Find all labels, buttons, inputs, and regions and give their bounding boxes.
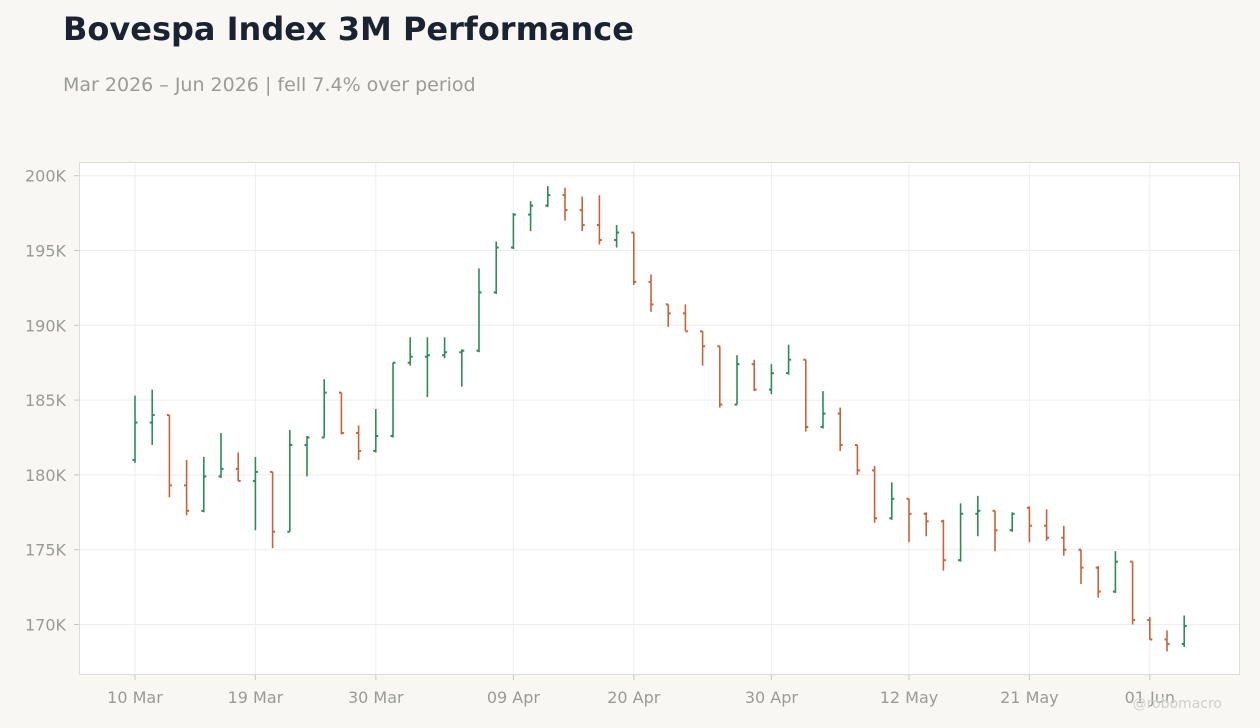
ohlc-bar [356,425,362,460]
y-tick-label: 170K [25,616,67,635]
ohlc-bar [252,456,258,531]
ohlc-bar [321,379,327,439]
ohlc-bar [235,452,241,482]
ohlc-bar [459,349,465,387]
grid-lines [80,163,1239,674]
ohlc-bar [184,459,190,516]
ohlc-bar [1181,615,1187,647]
ohlc-bar [442,337,448,359]
ohlc-bar [717,345,723,408]
x-tick-label: 21 May [1000,688,1059,707]
ohlc-bar [992,509,998,552]
ohlc-bar [820,391,826,429]
ohlc-bar [786,344,792,375]
ohlc-bar [166,414,172,498]
ohlc-bar [338,391,344,435]
ohlc-bar [407,337,413,366]
ohlc-bar [665,303,671,327]
ohlc-bar [562,187,568,221]
ohlc-bar [218,433,224,478]
ohlc-bar [528,201,534,232]
ohlc-bar [631,231,637,285]
ohlc-bar [872,465,878,523]
y-tick-label: 185K [25,391,67,410]
x-tick-label: 20 Apr [607,688,661,707]
watermark: @robomacro [1132,696,1222,712]
y-tick-label: 200K [25,167,67,186]
ohlc-bar [493,241,499,294]
x-axis: 10 Mar 19 Mar 30 Mar 09 Apr 20 Apr 30 Apr 12 M… [107,675,1175,707]
ohlc-bar [1164,630,1170,652]
ohlc-bar [1078,548,1084,585]
ohlc-bar [614,225,620,248]
ohlc-bar [889,482,895,520]
ohlc-bar [1112,551,1118,594]
ohlc-bar [510,213,516,250]
ohlc-bar [975,495,981,537]
ohlc-bar [682,304,688,333]
ohlc-bar [201,456,207,513]
ohlc-bar [1147,617,1153,641]
ohlc-bar [390,361,396,438]
ohlc-bar [270,470,276,549]
ohlc-bar [648,274,654,312]
ohlc-bar [1026,506,1032,543]
ohlc-bar [1130,560,1136,625]
ohlc-bar [596,195,602,245]
x-tick-label: 12 May [880,688,939,707]
plot-area [79,162,1240,675]
ohlc-bar [373,409,379,453]
y-tick-label: 195K [25,242,67,261]
ohlc-bars [132,186,1187,652]
x-tick-label: 10 Mar [107,688,163,707]
ohlc-bar [906,497,912,543]
ohlc-bar [1044,509,1050,541]
x-tick-label: 19 Mar [228,688,284,707]
x-tick-label: 09 Apr [487,688,541,707]
ohlc-bar [149,389,155,445]
x-tick-label: 30 Apr [745,688,799,707]
ohlc-bar [751,359,757,392]
chart-title: Bovespa Index 3M Performance [63,10,634,48]
ohlc-bar [734,355,740,406]
ohlc-bar [424,337,430,398]
ohlc-bar [132,395,138,463]
chart-subtitle: Mar 2026 – Jun 2026 | fell 7.4% over per… [63,74,476,96]
y-tick-label: 190K [25,316,67,335]
ohlc-bar [304,436,310,477]
ohlc-bar [287,430,293,533]
ohlc-bar [545,186,551,208]
ohlc-bar [958,503,964,562]
ohlc-bar [768,364,774,395]
y-tick-label: 180K [25,466,67,485]
ohlc-bar [1009,512,1015,532]
ohlc-bar [476,268,482,353]
x-tick-label: 01 Jun [1125,688,1175,707]
ohlc-bar [1095,566,1101,598]
ohlc-bar [940,519,946,571]
ohlc-bar [923,512,929,537]
ohlc-bar [803,358,809,432]
ohlc-bar [1061,525,1067,556]
y-axis: 170K 175K 180K 185K 190K 195K 200K [25,167,79,635]
x-tick-label: 30 Mar [348,688,404,707]
ohlc-bar [579,196,585,232]
ohlc-bar [700,330,706,366]
ohlc-bar [837,407,843,451]
ohlc-bar [854,443,860,475]
y-tick-label: 175K [25,541,67,560]
